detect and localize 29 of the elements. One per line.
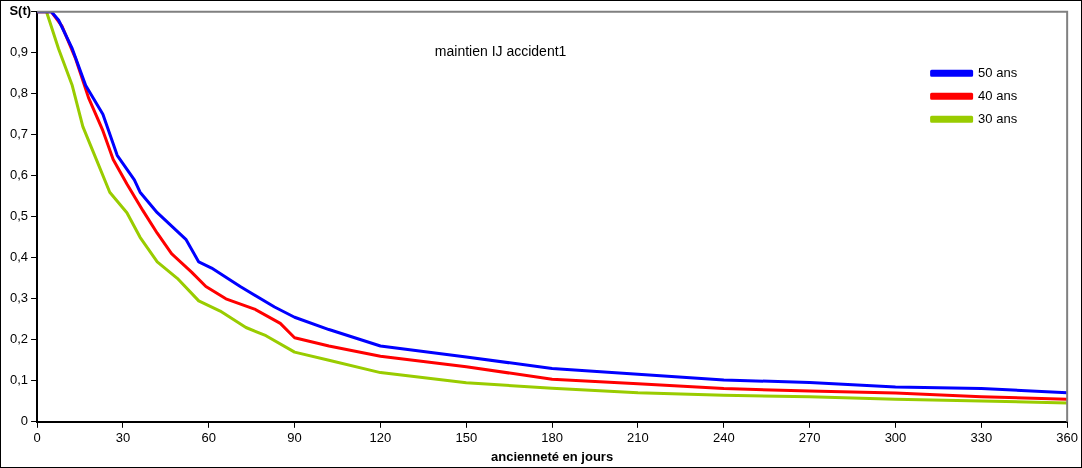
- y-tick-label: 0,9: [9, 44, 29, 60]
- y-tick-label: 0,3: [9, 290, 29, 306]
- y-tick-label: 0,6: [9, 167, 29, 183]
- x-tick-label: 270: [798, 430, 821, 446]
- y-tick-label: 0,2: [9, 331, 29, 347]
- y-tick-label: 0,7: [9, 126, 29, 142]
- x-tick-label: 30: [115, 430, 131, 446]
- text: maintien IJ accident1: [434, 42, 567, 59]
- y-tick-label: 0,8: [9, 85, 29, 101]
- legend-label: 40 ans: [978, 87, 1018, 103]
- y-tick-label: 0,1: [9, 372, 29, 388]
- y-tick-label: 0,5: [9, 208, 29, 224]
- x-tick-label: 120: [369, 430, 392, 446]
- x-tick-label: 150: [455, 430, 478, 446]
- x-tick-label: 0: [33, 430, 41, 446]
- y-axis-title: S(t): [9, 3, 32, 19]
- x-tick-label: 330: [970, 430, 993, 446]
- x-tick-label: 180: [541, 430, 563, 446]
- x-tick-label: 240: [712, 430, 735, 446]
- y-tick-label: 0,4: [9, 249, 29, 265]
- x-tick-label: 210: [627, 430, 649, 446]
- x-tick-label: 90: [287, 430, 302, 446]
- x-tick-label: 360: [1056, 430, 1079, 446]
- y-tick-label: 0: [20, 413, 29, 429]
- legend-label: 30 ans: [978, 110, 1018, 126]
- x-tick-label: 60: [201, 430, 216, 446]
- x-axis-title: ancienneté en jours: [491, 448, 614, 464]
- x-tick-label: 300: [884, 430, 907, 446]
- legend-label: 50 ans: [978, 64, 1018, 80]
